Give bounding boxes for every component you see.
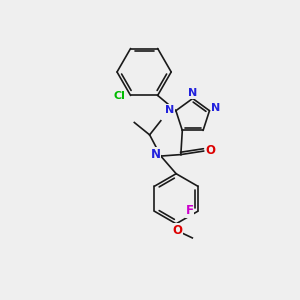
Text: N: N: [211, 103, 220, 113]
Text: O: O: [172, 224, 182, 237]
Text: N: N: [188, 88, 198, 98]
Text: F: F: [186, 204, 194, 217]
Text: O: O: [205, 144, 215, 157]
Text: Cl: Cl: [113, 91, 125, 101]
Text: N: N: [151, 148, 161, 161]
Text: N: N: [165, 105, 174, 115]
